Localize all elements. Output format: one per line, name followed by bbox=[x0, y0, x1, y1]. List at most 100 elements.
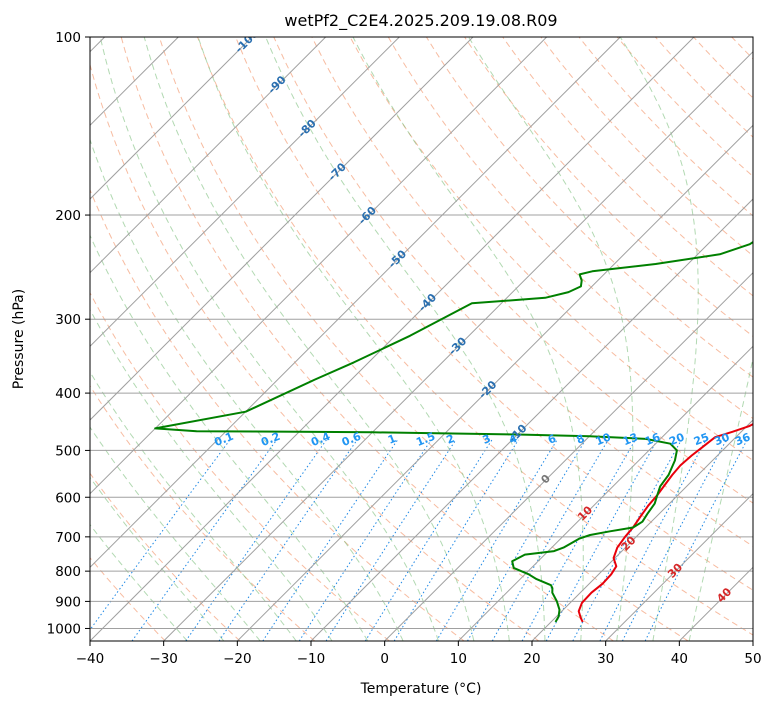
moist-adiabat-line bbox=[468, 37, 634, 641]
mixing-ratio-line bbox=[325, 439, 457, 641]
moist-adiabat-line bbox=[90, 308, 333, 641]
dewpoint-profile-line bbox=[154, 240, 753, 623]
y-tick-label: 400 bbox=[55, 386, 81, 402]
isotherm-line bbox=[90, 37, 695, 641]
moist-adiabat-line bbox=[99, 37, 439, 641]
dry-adiabat-line bbox=[120, 37, 614, 641]
mixing-ratio-line bbox=[491, 439, 609, 641]
x-tick-label: 20 bbox=[523, 651, 540, 667]
dry-adiabat-line bbox=[655, 37, 753, 138]
y-tick-label: 700 bbox=[55, 530, 81, 546]
x-tick-label: −40 bbox=[76, 651, 105, 667]
isotherm-line bbox=[90, 37, 621, 569]
mixing-ratio-line bbox=[435, 439, 558, 641]
mixing-ratio-label: 20 bbox=[667, 430, 686, 448]
moist-adiabat-line bbox=[265, 37, 546, 641]
mixing-ratio-label: 10 bbox=[594, 430, 613, 448]
mixing-ratio-line bbox=[262, 439, 399, 641]
axis-ticks: −40 −30 −20 −10 0 10 20 30 40 5010020030040050060… bbox=[47, 30, 762, 667]
isotherm-line bbox=[531, 419, 753, 641]
mixing-ratio-line bbox=[90, 439, 231, 631]
mixing-ratio-line bbox=[364, 439, 493, 641]
dry-adiabat-line bbox=[90, 291, 390, 641]
dry-adiabat-line bbox=[464, 37, 753, 337]
isotherm-line bbox=[163, 50, 753, 641]
isotherm-label: -100 bbox=[233, 27, 262, 56]
isotherm-line bbox=[90, 37, 253, 200]
dry-adiabat-line bbox=[349, 37, 753, 462]
dry-adiabat-line bbox=[770, 37, 775, 641]
mixing-ratio-line bbox=[545, 439, 658, 641]
line-labels: -100-90-80-70-60-50-40-30-20-10010203040… bbox=[212, 27, 752, 605]
x-axis-label: Temperature (°C) bbox=[360, 681, 482, 697]
moist-adiabat-line bbox=[90, 476, 225, 641]
moist-adiabat-line bbox=[90, 371, 297, 641]
dry-adiabat-line bbox=[90, 62, 540, 641]
moist-adiabat-line bbox=[90, 523, 188, 641]
background-lines bbox=[90, 37, 775, 641]
mixing-ratio-label: 36 bbox=[733, 430, 752, 448]
moist-adiabat-line bbox=[619, 37, 699, 641]
dry-adiabat-line bbox=[235, 37, 753, 591]
moist-adiabat-line bbox=[688, 355, 753, 641]
x-tick-label: −30 bbox=[149, 651, 178, 667]
dry-adiabat-line bbox=[502, 37, 753, 297]
y-tick-label: 100 bbox=[55, 30, 81, 46]
mixing-ratio-label: 2 bbox=[444, 432, 456, 447]
mixing-ratio-line bbox=[599, 439, 707, 641]
isotherm-line bbox=[384, 271, 753, 641]
mixing-ratio-line bbox=[218, 439, 358, 641]
mixing-ratio-label: 30 bbox=[712, 430, 731, 448]
mixing-ratio-label: 6 bbox=[546, 432, 558, 447]
mixing-ratio-label: 1 bbox=[386, 432, 398, 447]
mixing-ratio-line bbox=[521, 439, 636, 641]
mixing-ratio-line bbox=[131, 439, 278, 641]
isotherm-line bbox=[236, 124, 753, 641]
dry-adiabat-line bbox=[90, 472, 241, 641]
mixing-ratio-label: 8 bbox=[575, 432, 587, 447]
y-tick-label: 1000 bbox=[47, 621, 81, 637]
mixing-ratio-line bbox=[467, 439, 586, 641]
mixing-ratio-line bbox=[185, 439, 327, 641]
mixing-ratio-label: 3 bbox=[481, 432, 493, 447]
dry-adiabat-line bbox=[158, 37, 689, 641]
isotherm-line bbox=[678, 566, 753, 641]
dry-adiabat-line bbox=[90, 188, 465, 641]
moist-adiabat-line bbox=[197, 37, 510, 641]
moist-adiabat-line bbox=[352, 37, 584, 641]
isotherm-line bbox=[90, 37, 548, 495]
profile-lines bbox=[154, 240, 753, 623]
mixing-ratio-line bbox=[644, 439, 748, 641]
moist-adiabat-line bbox=[90, 426, 261, 641]
plot-frame bbox=[89, 36, 754, 642]
isotherm-line bbox=[90, 37, 327, 274]
y-axis-label: Pressure (hPa) bbox=[11, 289, 27, 389]
dry-adiabat-line bbox=[311, 37, 753, 504]
moist-adiabat-line bbox=[90, 138, 404, 641]
y-tick-label: 300 bbox=[55, 312, 81, 328]
y-tick-label: 600 bbox=[55, 490, 81, 506]
isotherm-line bbox=[605, 492, 753, 641]
dry-adiabat-line bbox=[273, 37, 753, 547]
mixing-ratio-label: 0.1 bbox=[212, 430, 235, 449]
mixing-ratio-line bbox=[393, 439, 519, 641]
y-tick-label: 900 bbox=[55, 594, 81, 610]
dry-adiabat-line bbox=[90, 384, 316, 641]
y-tick-label: 200 bbox=[55, 208, 81, 224]
dry-adiabat-line bbox=[425, 37, 753, 378]
x-tick-label: 40 bbox=[671, 651, 688, 667]
y-tick-label: 800 bbox=[55, 564, 81, 580]
isotherm-line bbox=[90, 37, 400, 348]
dry-adiabat-line bbox=[197, 37, 753, 636]
x-tick-label: 50 bbox=[744, 651, 761, 667]
y-tick-label: 500 bbox=[55, 443, 81, 459]
x-tick-label: 30 bbox=[597, 651, 614, 667]
isotherm-line bbox=[457, 345, 753, 641]
dry-adiabat-label: 10 bbox=[575, 503, 595, 523]
temperature-profile-line bbox=[577, 422, 753, 623]
mixing-ratio-label: 13 bbox=[621, 430, 640, 448]
x-tick-label: −10 bbox=[297, 651, 326, 667]
mixing-ratio-line bbox=[298, 439, 432, 641]
isotherm-line bbox=[752, 640, 753, 641]
